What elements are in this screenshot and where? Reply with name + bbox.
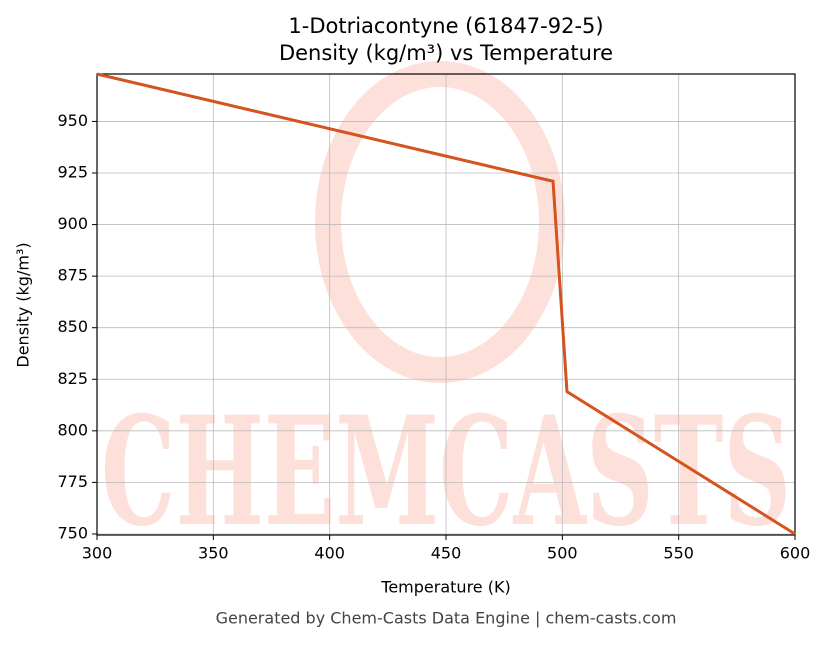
x-tick-label: 350 <box>198 544 229 563</box>
y-tick-label: 825 <box>57 369 88 388</box>
x-tick-label: 450 <box>431 544 462 563</box>
x-tick-label: 400 <box>314 544 345 563</box>
y-tick-label: 800 <box>57 420 88 439</box>
x-axis-label: Temperature (K) <box>380 578 510 597</box>
y-tick-label: 850 <box>57 317 88 336</box>
y-tick-label: 900 <box>57 214 88 233</box>
y-tick-label: 750 <box>57 523 88 542</box>
x-tick-label: 550 <box>663 544 694 563</box>
data-line <box>96 72 796 536</box>
plot-frame <box>96 73 796 536</box>
chart-title: 1-Dotriacontyne (61847-92-5) <box>288 14 603 38</box>
x-tick-label: 500 <box>547 544 578 563</box>
y-tick-label: 875 <box>57 266 88 285</box>
footer: Generated by Chem-Casts Data Engine | ch… <box>216 609 677 628</box>
x-tick-label: 300 <box>82 544 113 563</box>
y-tick-label: 925 <box>57 163 88 182</box>
y-tick-label: 950 <box>57 111 88 130</box>
y-tick-label: 775 <box>57 472 88 491</box>
chart-subtitle: Density (kg/m³) vs Temperature <box>279 41 613 65</box>
watermark-logo <box>315 61 565 383</box>
y-axis-label: Density (kg/m³) <box>14 242 33 367</box>
x-tick-label: 600 <box>780 544 811 563</box>
